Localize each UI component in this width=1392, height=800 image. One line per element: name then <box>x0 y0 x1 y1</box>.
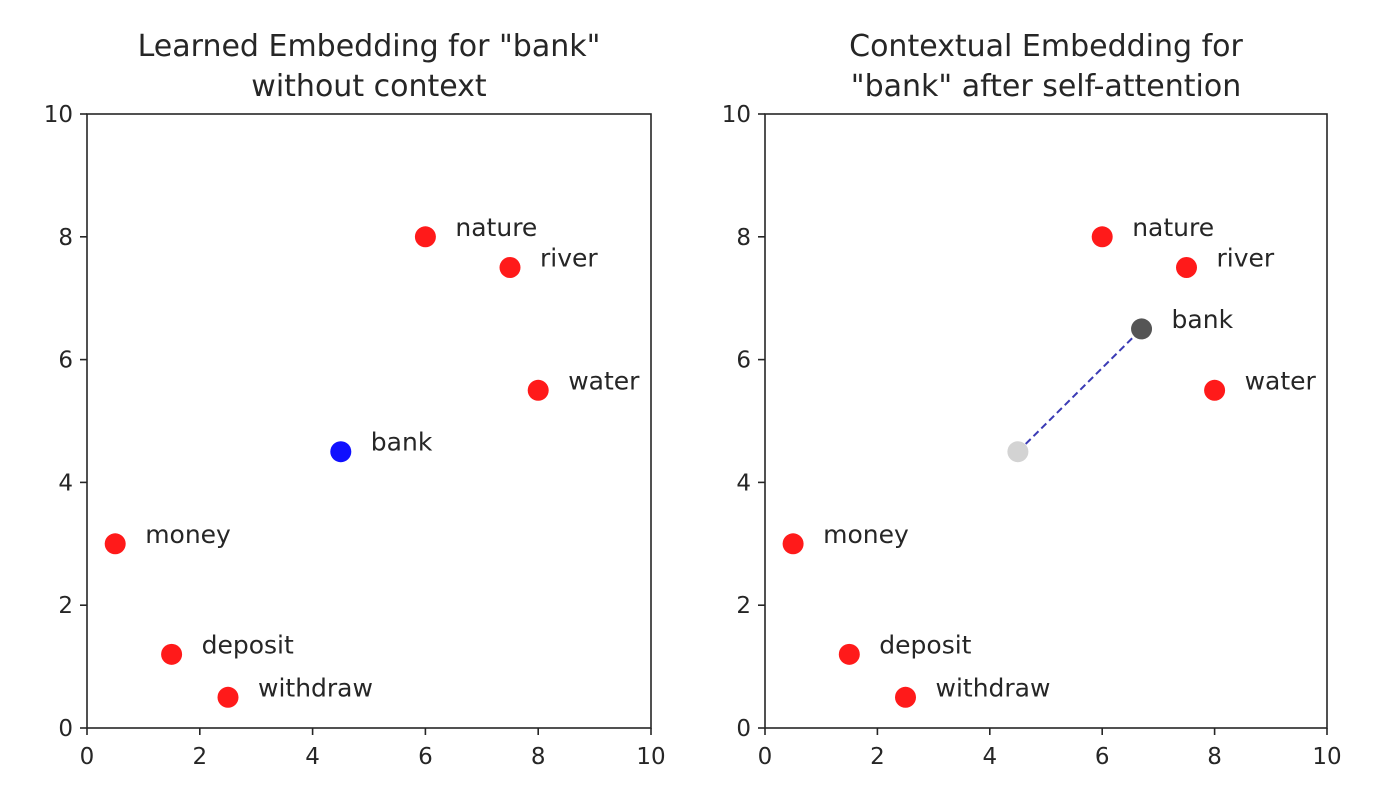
chart-title-line: "bank" after self-attention <box>851 69 1241 104</box>
point-nature <box>1091 226 1113 248</box>
point-label-withdraw: withdraw <box>258 673 373 702</box>
x-tick-label: 0 <box>80 744 95 770</box>
point-label-money: money <box>145 520 231 549</box>
x-tick-label: 6 <box>418 744 433 770</box>
point-label-nature: nature <box>455 213 537 242</box>
point-deposit <box>838 643 860 665</box>
point-label-deposit: deposit <box>879 630 971 659</box>
point-label-river: river <box>1217 244 1275 273</box>
point-water <box>1204 379 1226 401</box>
x-tick-label: 4 <box>305 744 320 770</box>
y-tick-label: 10 <box>722 102 751 128</box>
point-label-nature: nature <box>1132 213 1214 242</box>
point-label-water: water <box>1245 366 1317 395</box>
x-tick-label: 6 <box>1095 744 1110 770</box>
y-tick-label: 10 <box>44 102 73 128</box>
y-tick-label: 6 <box>736 348 751 374</box>
x-tick-label: 8 <box>1207 744 1222 770</box>
point-label-withdraw: withdraw <box>936 673 1051 702</box>
point-withdraw <box>895 686 916 708</box>
x-tick-label: 4 <box>982 744 997 770</box>
point-bank <box>330 441 352 463</box>
y-tick-label: 6 <box>58 348 73 374</box>
point-money <box>104 533 126 555</box>
chart-panel-2: Contextual Embedding for "bank" after sel… <box>722 29 1342 770</box>
x-tick-label: 2 <box>192 744 207 770</box>
point-label-deposit: deposit <box>202 630 294 659</box>
point-money <box>782 533 804 555</box>
chart-title-line: Learned Embedding for "bank" <box>138 29 601 64</box>
point-label-bank: bank <box>371 428 433 457</box>
plot-frame <box>86 113 652 729</box>
x-tick-label: 10 <box>636 744 665 770</box>
point-bank <box>1131 318 1153 340</box>
point-label-bank: bank <box>1172 305 1234 334</box>
point-water <box>527 379 549 401</box>
y-tick-label: 4 <box>58 470 73 496</box>
point-river <box>499 257 521 278</box>
point-nature <box>414 226 436 248</box>
y-tick-label: 8 <box>58 225 73 251</box>
plot-frame <box>764 113 1328 729</box>
y-tick-label: 0 <box>736 716 751 742</box>
chart-panel-1: Learned Embedding for "bank" without cont… <box>44 29 666 770</box>
x-tick-label: 10 <box>1312 744 1341 770</box>
y-tick-label: 4 <box>736 470 751 496</box>
point-deposit <box>161 643 183 665</box>
y-tick-label: 2 <box>58 593 73 619</box>
x-tick-label: 8 <box>531 744 546 770</box>
point-river <box>1176 257 1197 278</box>
point-original-bank <box>1007 441 1029 463</box>
y-tick-label: 0 <box>58 716 73 742</box>
chart-title-line: without context <box>251 69 487 104</box>
point-label-river: river <box>540 244 598 273</box>
x-tick-label: 0 <box>758 744 773 770</box>
chart-title-line: Contextual Embedding for <box>849 29 1243 64</box>
attention-shift-line <box>1017 328 1143 453</box>
point-label-water: water <box>568 366 640 395</box>
y-tick-label: 8 <box>736 225 751 251</box>
point-label-money: money <box>823 520 909 549</box>
point-withdraw <box>217 686 239 708</box>
x-tick-label: 2 <box>870 744 885 770</box>
y-tick-label: 2 <box>736 593 751 619</box>
